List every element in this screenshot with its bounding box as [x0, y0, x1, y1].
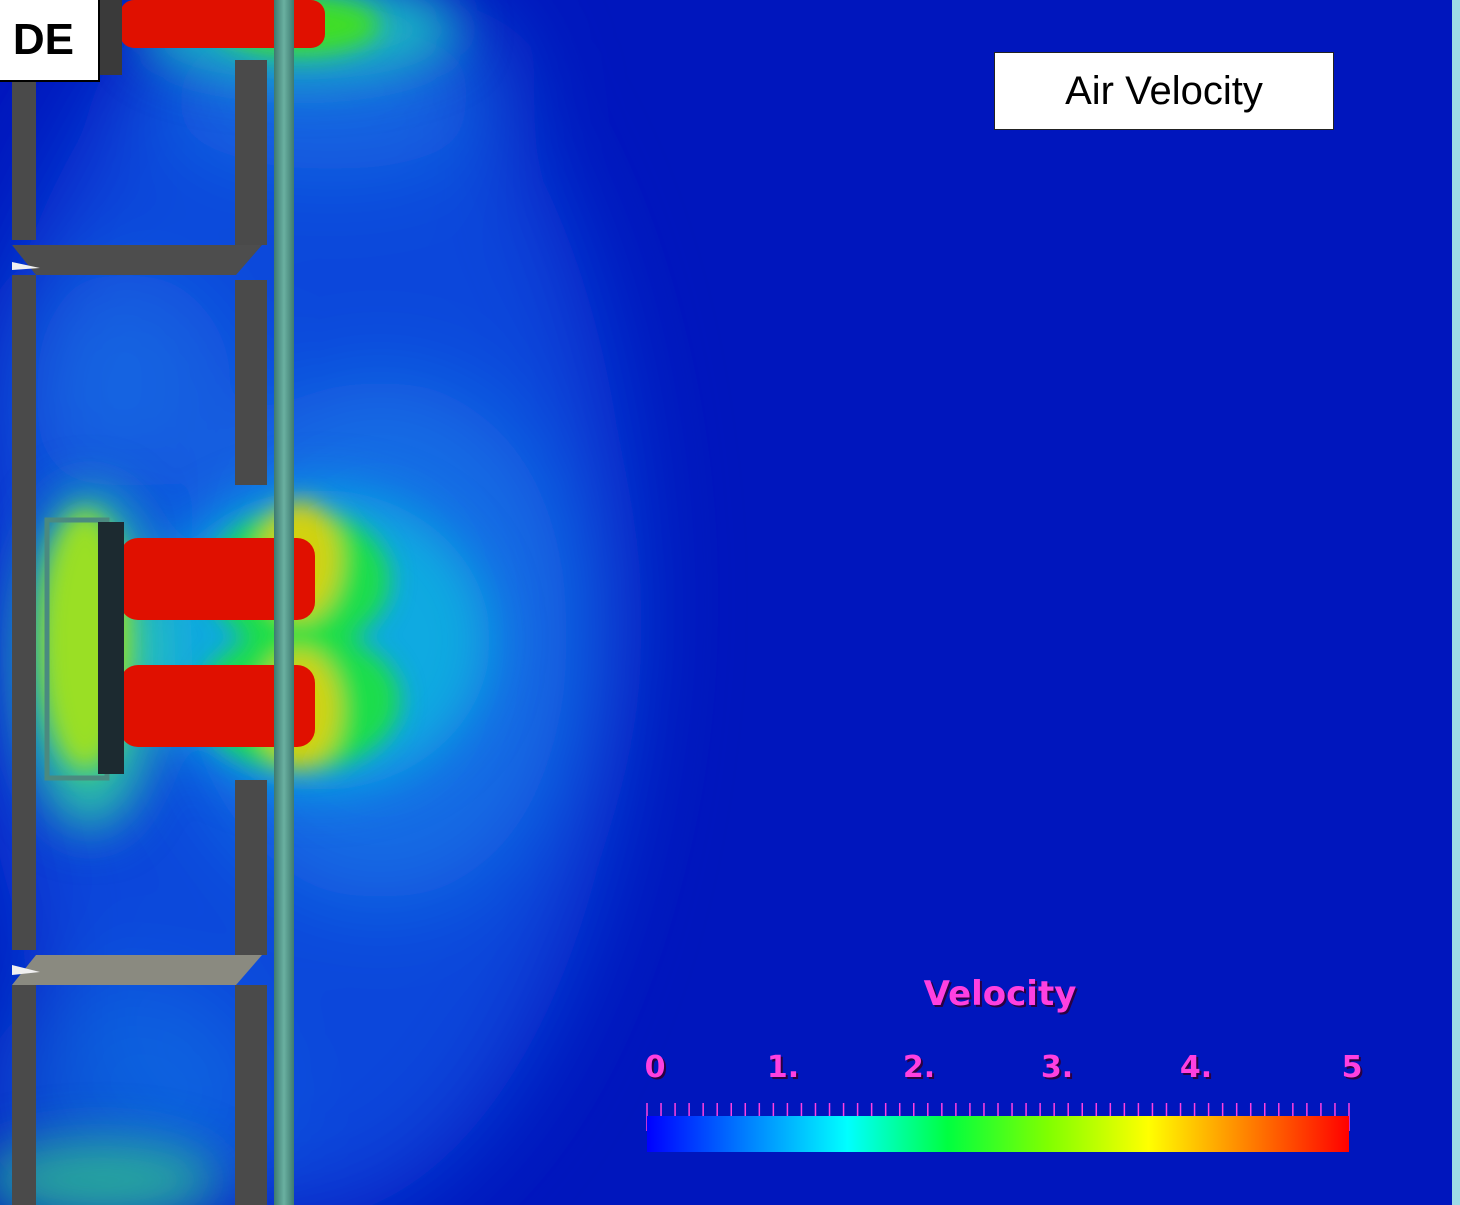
panel-vertical: [274, 0, 294, 1205]
jets-red: [120, 0, 325, 747]
legend-tick-label-5: 5: [1341, 1050, 1363, 1085]
legend-tick-label-4: 4.: [1179, 1050, 1213, 1085]
edge-strip: [1452, 0, 1460, 1205]
legend-tick-label-1: 1.: [766, 1050, 800, 1085]
legend-tick-label-3: 3.: [1040, 1050, 1074, 1085]
corner-label: DE: [0, 0, 100, 82]
legend-colorbar: [647, 1116, 1349, 1152]
chart-title: Air Velocity: [994, 52, 1334, 130]
legend-tick-label-2: 2.: [902, 1050, 936, 1085]
legend-tick-label-0: 0: [644, 1050, 666, 1085]
legend-title: Velocity: [923, 974, 1077, 1014]
room-walls: [12, 0, 267, 1205]
vent-unit: [44, 517, 124, 781]
